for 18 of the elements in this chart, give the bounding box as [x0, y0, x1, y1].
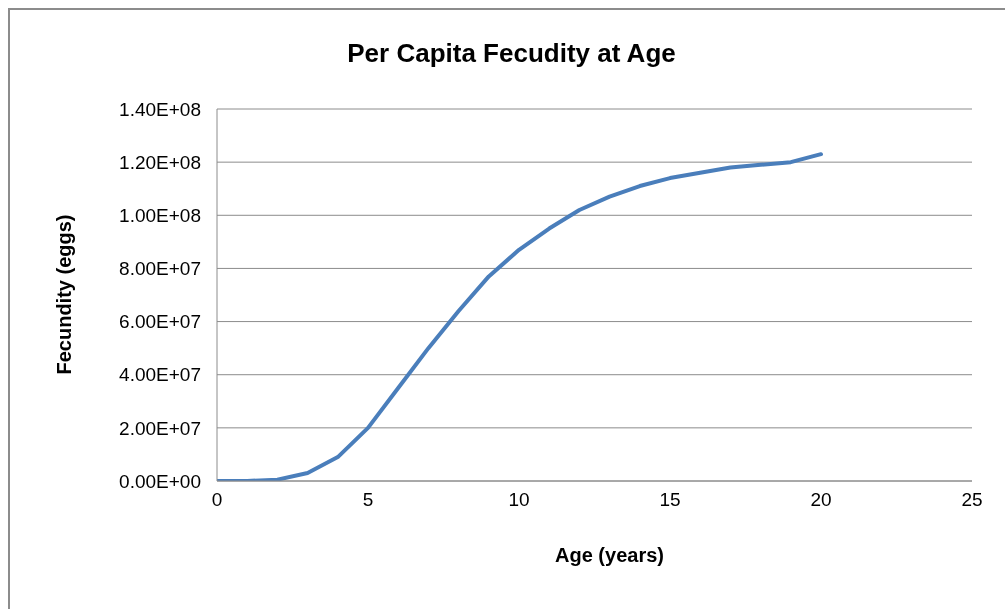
- y-tick-label: 0.00E+00: [119, 470, 201, 492]
- y-tick-label: 4.00E+07: [119, 364, 201, 386]
- y-tick-label: 1.00E+08: [119, 205, 201, 227]
- x-tick-label: 5: [362, 489, 374, 511]
- y-tick-label: 1.20E+08: [119, 151, 201, 173]
- y-tick-label: 1.40E+08: [119, 98, 201, 120]
- x-tick-label: 20: [810, 489, 832, 511]
- x-tick-label: 25: [961, 489, 983, 511]
- x-tick-label: 15: [659, 489, 681, 511]
- x-axis-title: Age (years): [554, 544, 665, 567]
- x-tick-label: 0: [211, 489, 223, 511]
- y-tick-label: 8.00E+07: [119, 258, 201, 280]
- line-series: [217, 152, 823, 481]
- chart-title: Per Capita Fecudity at Age: [346, 38, 677, 69]
- y-tick-label: 6.00E+07: [119, 311, 201, 333]
- y-tick-label: 2.00E+07: [119, 417, 201, 439]
- x-tick-label: 10: [508, 489, 530, 511]
- y-axis-title: Fecundity (eggs): [52, 213, 76, 377]
